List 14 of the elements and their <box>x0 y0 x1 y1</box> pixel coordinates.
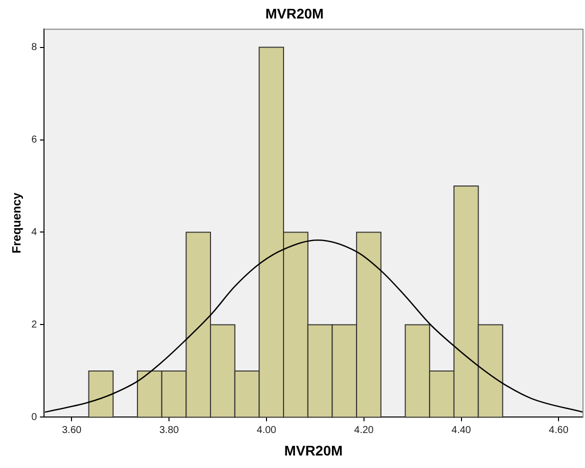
chart-title: MVR20M <box>265 5 324 22</box>
x-tick-label: 4.40 <box>452 424 472 436</box>
y-tick-label: 0 <box>31 412 38 423</box>
y-tick-label: 8 <box>31 42 38 54</box>
y-tick-label: 4 <box>31 227 38 238</box>
y-tick-label: 6 <box>31 134 38 146</box>
x-tick-label: 4.00 <box>256 424 277 436</box>
y-tick-label: 2 <box>31 319 38 330</box>
y-axis-title: Frequency <box>10 192 24 254</box>
x-tick-label: 4.20 <box>354 424 374 436</box>
x-tick-label: 3.80 <box>159 424 180 436</box>
x-tick-label: 4.60 <box>548 424 569 436</box>
x-axis-title: MVR20M <box>284 442 343 458</box>
x-tick-label: 3.60 <box>62 424 82 436</box>
